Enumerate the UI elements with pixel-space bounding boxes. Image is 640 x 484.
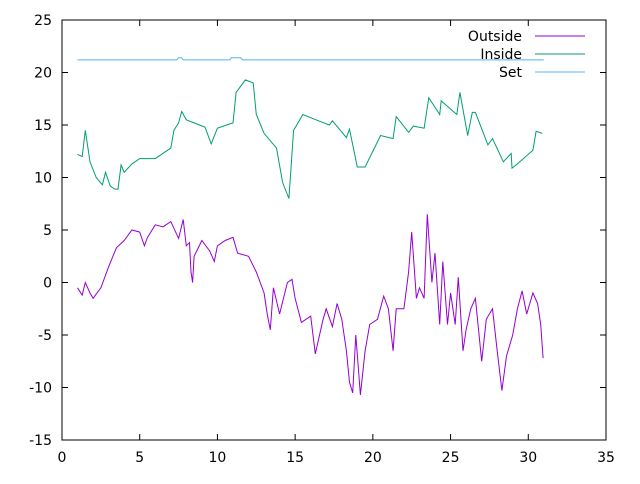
legend-label-inside: Inside — [480, 47, 522, 63]
series-line-outside — [77, 214, 544, 395]
x-tick-label: 25 — [442, 450, 460, 466]
x-tick-label: 0 — [58, 450, 67, 466]
y-tick-label: -15 — [29, 433, 52, 449]
series-line-inside — [77, 79, 543, 199]
legend-label-set: Set — [499, 65, 523, 81]
x-tick-label: 5 — [135, 450, 144, 466]
legend-label-outside: Outside — [468, 29, 522, 45]
legend: Outside Inside Set — [468, 29, 585, 81]
y-tick-label: -10 — [29, 381, 52, 397]
plot-border — [61, 19, 607, 441]
y-tick-label: 20 — [34, 66, 52, 82]
y-tick-label: 5 — [43, 223, 52, 239]
x-tick-label: 10 — [209, 450, 227, 466]
x-tick-label: 35 — [597, 450, 615, 466]
y-tick-label: -5 — [38, 328, 52, 344]
y-tick-label: 0 — [43, 276, 52, 292]
series-line-set — [77, 57, 544, 61]
axes: 0 5 10 15 20 25 30 35 -15 -10 -5 0 5 10 15 20 25 — [29, 13, 615, 466]
y-tick-label: 25 — [34, 13, 52, 29]
x-tick-label: 15 — [286, 450, 304, 466]
x-tick-label: 20 — [364, 450, 382, 466]
y-tick-label: 15 — [34, 118, 52, 134]
y-tick-label: 10 — [34, 171, 52, 187]
x-tick-label: 30 — [519, 450, 537, 466]
series-lines — [77, 57, 544, 395]
